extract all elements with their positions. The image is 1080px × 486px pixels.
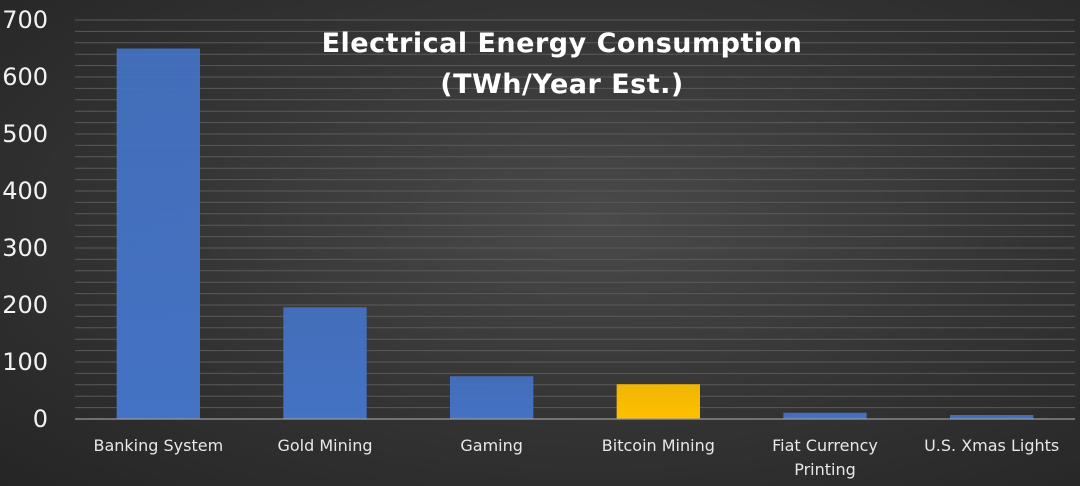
x-tick-label: Bitcoin Mining	[602, 436, 715, 455]
x-tick-labels: Banking System Gold Mining Gaming Bitcoin M…	[93, 436, 1059, 479]
x-tick-label: Fiat Currency Printing	[772, 436, 878, 479]
bars	[116, 48, 1034, 419]
y-tick-label: 600	[2, 63, 48, 91]
y-tick-label: 200	[2, 291, 48, 319]
y-tick-label: 300	[2, 234, 48, 262]
chart-title: Electrical Energy Consumption	[322, 28, 803, 59]
gridlines	[75, 19, 1075, 409]
x-tick-label: Gold Mining	[277, 436, 372, 455]
bar-gold-mining	[283, 307, 367, 419]
bar-gaming	[450, 376, 534, 419]
x-tick-label: Banking System	[93, 436, 223, 455]
y-tick-label: 100	[2, 348, 48, 376]
bar-u-s-xmas-lights	[950, 415, 1034, 419]
chart-subtitle: (TWh/Year Est.)	[440, 69, 683, 100]
y-tick-label: 700	[2, 6, 48, 34]
y-tick-label: 400	[2, 177, 48, 205]
x-tick-label: U.S. Xmas Lights	[924, 436, 1059, 455]
x-tick-label: Gaming	[460, 436, 523, 455]
y-tick-label: 500	[2, 120, 48, 148]
bar-bitcoin-mining	[616, 384, 700, 419]
bar-fiat-currency-printing	[783, 412, 867, 419]
bar-banking-system	[116, 48, 200, 419]
y-tick-label: 0	[33, 405, 48, 433]
y-tick-labels: 0 100 200 300 400 500 600 700	[2, 6, 48, 433]
